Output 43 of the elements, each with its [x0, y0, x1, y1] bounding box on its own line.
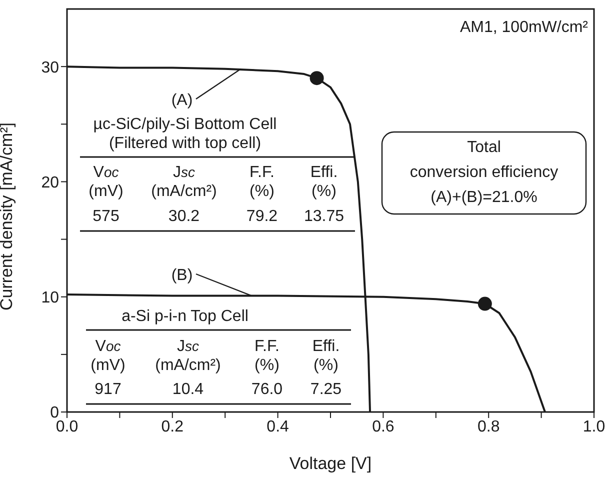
- annotation: µc-SiC/pily-Si Bottom Cell: [93, 116, 277, 133]
- x-tick-label: 1.0: [582, 418, 606, 436]
- annotation: F.F.: [254, 338, 280, 355]
- annotation: 76.0: [251, 381, 283, 398]
- annotation: F.F.: [250, 164, 274, 181]
- x-tick-label: 0.8: [477, 418, 500, 436]
- annotation: (%): [254, 357, 280, 374]
- annotation: 575: [92, 208, 120, 225]
- y-tick-label: 10: [41, 290, 60, 307]
- annotation: Voc: [93, 164, 119, 181]
- x-tick-label: 0.4: [266, 418, 290, 436]
- annotation: 79.2: [246, 208, 278, 225]
- annotation: conversion efficiency: [410, 164, 558, 181]
- y-axis-title: Current density [mA/cm²]: [0, 122, 16, 310]
- annotation: Jsc: [177, 338, 199, 355]
- annotation: Effi.: [310, 164, 338, 181]
- annotation: Jsc: [173, 164, 195, 181]
- annotation: 10.4: [172, 381, 204, 398]
- y-tick-label: 20: [41, 174, 60, 192]
- annotation: 7.25: [310, 381, 342, 398]
- annotation: (A): [171, 92, 193, 109]
- annotation: AM1, 100mW/cm²: [460, 19, 589, 36]
- annotation: 917: [94, 381, 122, 398]
- annotation: (Filtered with top cell): [108, 135, 262, 152]
- annotation: Voc: [95, 338, 121, 355]
- annotation: Effi.: [312, 338, 340, 355]
- x-axis-title: Voltage [V]: [289, 454, 372, 473]
- x-tick-label: 0.2: [161, 418, 184, 436]
- annotation: (B): [171, 267, 193, 284]
- annotation: (mV): [88, 183, 124, 200]
- annotation: (mA/cm²): [151, 183, 217, 200]
- annotation: (mV): [90, 357, 126, 374]
- annotation: a-Si p-i-n Top Cell: [122, 308, 248, 325]
- y-tick-label: 30: [41, 59, 60, 76]
- annotation: (%): [312, 183, 336, 200]
- annotation: (%): [314, 357, 338, 374]
- x-tick-label: 0.6: [372, 418, 394, 436]
- annotation: (A)+(B)=21.0%: [430, 189, 538, 206]
- annotation: 13.75: [304, 208, 344, 225]
- annotation: (%): [250, 183, 274, 200]
- annotation: 30.2: [168, 208, 200, 225]
- annotation: (mA/cm²): [155, 357, 221, 374]
- annotation: Total: [467, 139, 501, 156]
